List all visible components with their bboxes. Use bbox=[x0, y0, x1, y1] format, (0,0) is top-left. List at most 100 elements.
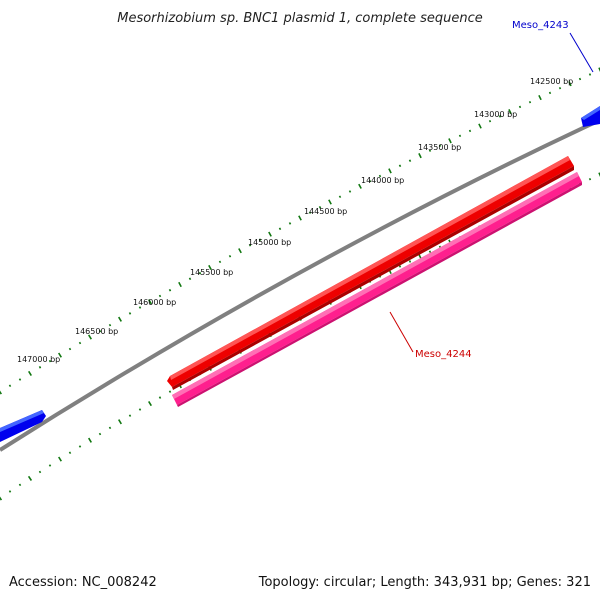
tick-mark bbox=[48, 359, 52, 363]
tick-mark bbox=[158, 294, 162, 298]
tick-mark bbox=[168, 288, 172, 292]
tick-mark bbox=[268, 231, 272, 237]
tick-mark bbox=[428, 250, 432, 253]
tick-mark bbox=[8, 384, 12, 388]
tick-label: 142500 bp bbox=[530, 77, 573, 86]
tick-label: 144000 bp bbox=[361, 176, 404, 185]
tick-mark bbox=[38, 366, 42, 369]
tick-mark bbox=[198, 271, 202, 275]
tick-mark bbox=[358, 183, 362, 189]
tick-mark bbox=[238, 248, 242, 254]
tick-mark bbox=[78, 445, 82, 448]
tick-label: 145500 bp bbox=[190, 268, 233, 277]
tick-mark bbox=[128, 312, 132, 315]
gene-meso-4244-red-arrow[interactable] bbox=[167, 156, 574, 390]
tick-mark bbox=[588, 73, 592, 76]
tick-label: 143500 bp bbox=[418, 143, 461, 152]
tick-mark bbox=[118, 419, 122, 425]
tick-mark bbox=[8, 490, 12, 493]
tick-mark bbox=[108, 426, 112, 430]
tick-mark bbox=[408, 260, 412, 263]
tick-mark bbox=[398, 164, 402, 168]
tick-mark bbox=[318, 206, 322, 209]
tick-mark bbox=[458, 134, 462, 138]
accession-text: Accession: NC_008242 bbox=[9, 575, 157, 590]
tick-mark bbox=[428, 149, 432, 152]
tick-mark bbox=[98, 432, 102, 436]
tick-mark bbox=[178, 281, 182, 288]
tick-label: 144500 bp bbox=[304, 207, 347, 216]
tick-mark bbox=[28, 370, 32, 377]
tick-mark bbox=[78, 341, 82, 345]
tick-mark bbox=[488, 119, 492, 123]
tick-mark bbox=[148, 400, 152, 407]
gene-left-blue-block[interactable] bbox=[0, 410, 46, 442]
tick-mark bbox=[18, 378, 22, 381]
tick-mark bbox=[18, 483, 22, 487]
tick-mark bbox=[328, 199, 332, 205]
tick-mark bbox=[88, 437, 92, 443]
gene-label-meso-4243[interactable]: Meso_4243 bbox=[512, 20, 569, 31]
tick-mark bbox=[448, 138, 452, 144]
tick-mark bbox=[568, 81, 572, 87]
tick-mark bbox=[188, 277, 192, 281]
tick-mark bbox=[98, 329, 102, 333]
leader-line-meso-4244 bbox=[389, 311, 414, 353]
tick-mark bbox=[558, 86, 562, 90]
tick-labels: 142500 bp 143000 bp 143500 bp 144000 bp … bbox=[17, 77, 573, 364]
tick-mark bbox=[388, 168, 392, 174]
tick-mark bbox=[288, 222, 292, 225]
tick-mark bbox=[298, 215, 302, 221]
tick-mark bbox=[348, 190, 352, 193]
tick-mark bbox=[308, 211, 312, 214]
tick-mark bbox=[258, 238, 262, 241]
tick-mark bbox=[378, 174, 382, 178]
gene-meso-4243-block[interactable] bbox=[581, 106, 600, 127]
tick-label: 146000 bp bbox=[133, 298, 176, 307]
tick-mark bbox=[598, 172, 600, 178]
tick-mark bbox=[68, 451, 72, 455]
tick-mark bbox=[128, 414, 132, 417]
tick-mark bbox=[108, 323, 112, 327]
tick-mark bbox=[468, 129, 472, 133]
tick-mark bbox=[368, 179, 372, 183]
tick-mark bbox=[478, 123, 482, 129]
tick-mark bbox=[138, 408, 142, 411]
tick-mark bbox=[578, 77, 582, 81]
tick-mark bbox=[38, 470, 42, 474]
tick-label: 143000 bp bbox=[474, 110, 517, 119]
tick-label: 145000 bp bbox=[248, 238, 291, 247]
map-title: Mesorhizobium sp. BNC1 plasmid 1, comple… bbox=[117, 11, 483, 26]
tick-mark bbox=[0, 390, 2, 395]
tick-mark bbox=[338, 195, 342, 199]
tick-mark bbox=[58, 352, 62, 358]
gene-meso-4244-pink-bar[interactable] bbox=[172, 172, 582, 407]
tick-mark bbox=[408, 159, 412, 162]
tick-mark bbox=[68, 347, 72, 351]
tick-mark bbox=[218, 260, 222, 264]
gene-label-meso-4244[interactable]: Meso_4244 bbox=[415, 349, 472, 360]
tick-mark bbox=[278, 227, 282, 231]
tick-mark bbox=[88, 334, 92, 340]
tick-mark bbox=[538, 94, 542, 101]
backbone-arc bbox=[0, 118, 600, 452]
tick-mark bbox=[118, 316, 122, 322]
tick-mark bbox=[418, 153, 422, 159]
tick-mark bbox=[58, 456, 62, 462]
tick-mark bbox=[148, 299, 152, 305]
tick-mark bbox=[138, 306, 142, 309]
tick-mark bbox=[588, 177, 592, 181]
tick-mark bbox=[438, 144, 442, 147]
tick-label: 147000 bp bbox=[17, 355, 60, 364]
outer-tick-ring bbox=[0, 67, 600, 395]
tick-label: 146500 bp bbox=[75, 327, 118, 336]
tick-mark bbox=[158, 396, 162, 399]
tick-mark bbox=[598, 67, 600, 73]
tick-mark bbox=[168, 390, 172, 393]
tick-mark bbox=[508, 109, 512, 115]
tick-mark bbox=[398, 265, 402, 268]
tick-mark bbox=[528, 100, 532, 104]
leader-line-meso-4243 bbox=[569, 32, 594, 73]
tick-mark bbox=[208, 264, 212, 270]
